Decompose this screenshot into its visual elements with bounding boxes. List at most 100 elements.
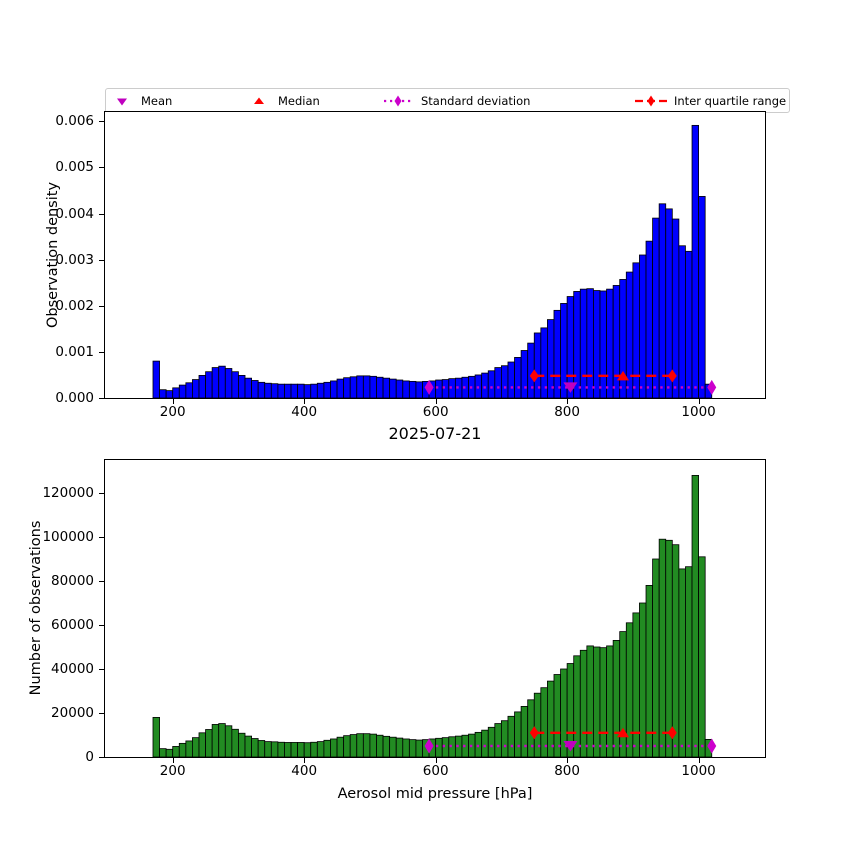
histogram-bar [303, 742, 312, 757]
x-tick-label: 800 [554, 404, 580, 420]
legend: Mean Median Standard deviation Inter qua… [105, 88, 790, 113]
histogram-bar [244, 377, 252, 398]
histogram-bar [639, 602, 647, 757]
y-tick [99, 398, 104, 399]
histogram-bar [231, 371, 239, 398]
histogram-bar [533, 692, 542, 757]
observation-density-bars [152, 124, 713, 398]
y-tick-label: 120000 [42, 485, 94, 501]
y-tick-label: 80000 [51, 573, 94, 589]
histogram-bar [316, 741, 325, 757]
histogram-bar [507, 715, 515, 757]
histogram-bar [297, 742, 305, 757]
histogram-bar [579, 649, 588, 757]
histogram-bar [481, 729, 489, 757]
histogram-bar [514, 357, 522, 398]
histogram-bar [553, 309, 561, 398]
y-tick [99, 213, 104, 215]
histogram-bar [527, 342, 535, 398]
histogram-bar [671, 544, 680, 757]
median-marker [617, 727, 630, 738]
histogram-bar [441, 737, 450, 757]
histogram-bar [435, 379, 443, 398]
x-tick [567, 399, 569, 404]
x-tick [172, 399, 174, 404]
y-tick-label: 0.001 [55, 343, 94, 360]
histogram-bar [376, 376, 384, 398]
y-tick-label: 20000 [51, 705, 94, 721]
x-tick-label: 800 [554, 763, 580, 779]
histogram-bar [343, 735, 351, 757]
histogram-bar [685, 566, 693, 757]
standard-deviation-legend-marker [384, 95, 412, 106]
legend-item-inter-quartile-range: Inter quartile range [634, 89, 786, 112]
y-tick-label: 0.006 [55, 113, 94, 130]
histogram-bar [586, 645, 594, 757]
histogram-bar [612, 639, 621, 757]
y-tick-label: 0.002 [55, 297, 94, 314]
histogram-bar [211, 367, 220, 398]
histogram-bar [408, 380, 417, 398]
y-tick [99, 581, 104, 582]
histogram-bar [652, 558, 660, 757]
number-of-observations-bars [152, 474, 713, 757]
y-tick-label: 60000 [51, 617, 94, 633]
histogram-bar [152, 716, 160, 757]
histogram-bar [277, 741, 285, 757]
histogram-bar [257, 740, 266, 757]
histogram-bar [336, 736, 345, 757]
y-tick [99, 669, 104, 670]
histogram-bar [389, 736, 397, 757]
histogram-bar [599, 290, 607, 398]
x-tick [567, 758, 569, 763]
histogram-bar [402, 380, 410, 398]
density-histogram [152, 124, 717, 398]
mean-legend-marker [117, 98, 127, 105]
histogram-bar [606, 288, 614, 398]
histogram-bar [691, 474, 700, 757]
inter-quartile-range-legend-marker [635, 95, 667, 106]
y-tick-label: 0.004 [55, 205, 94, 222]
histogram-bar [251, 380, 259, 398]
histogram-bar [514, 711, 522, 757]
histogram-bar [698, 196, 706, 398]
histogram-bar [303, 384, 312, 398]
histogram-bar [330, 380, 338, 398]
histogram-bar [382, 377, 391, 398]
histogram-bar [599, 647, 607, 757]
x-tick-label: 400 [291, 404, 318, 420]
histogram-bar [586, 288, 594, 398]
histogram-bar [356, 733, 364, 757]
y-tick [99, 625, 104, 626]
y-tick [99, 537, 104, 538]
legend-item-standard-deviation: Standard deviation [381, 89, 530, 112]
histogram-bar [218, 723, 226, 757]
histogram-bar [310, 383, 318, 398]
histogram-bar [205, 729, 213, 757]
histogram-bar [658, 538, 667, 757]
y-tick-label: 0.003 [55, 251, 94, 268]
histogram-bar [264, 741, 272, 757]
histogram-bar [612, 285, 621, 398]
x-tick [304, 399, 306, 404]
histogram-bar [658, 203, 667, 398]
histogram-bar [198, 374, 206, 398]
y-tick [99, 167, 104, 169]
histogram-bar [165, 748, 174, 757]
histogram-bar [619, 631, 627, 757]
histogram-bar [159, 389, 167, 398]
histogram-bar [415, 381, 423, 398]
median-legend-marker [254, 97, 264, 104]
x-tick [172, 758, 174, 763]
histogram-bar [678, 245, 686, 398]
y-tick [99, 713, 104, 714]
histogram-bar [224, 725, 233, 757]
x-axis-label: Aerosol mid pressure [hPa] [337, 786, 533, 802]
histogram-bar [284, 383, 292, 398]
histogram-bar [639, 254, 647, 398]
histogram-bar [211, 724, 220, 757]
legend-label-standard-deviation: Standard deviation [421, 93, 531, 108]
density-histogram-axes [104, 111, 766, 399]
histogram-bar [474, 731, 483, 757]
histogram-bar [402, 738, 410, 757]
